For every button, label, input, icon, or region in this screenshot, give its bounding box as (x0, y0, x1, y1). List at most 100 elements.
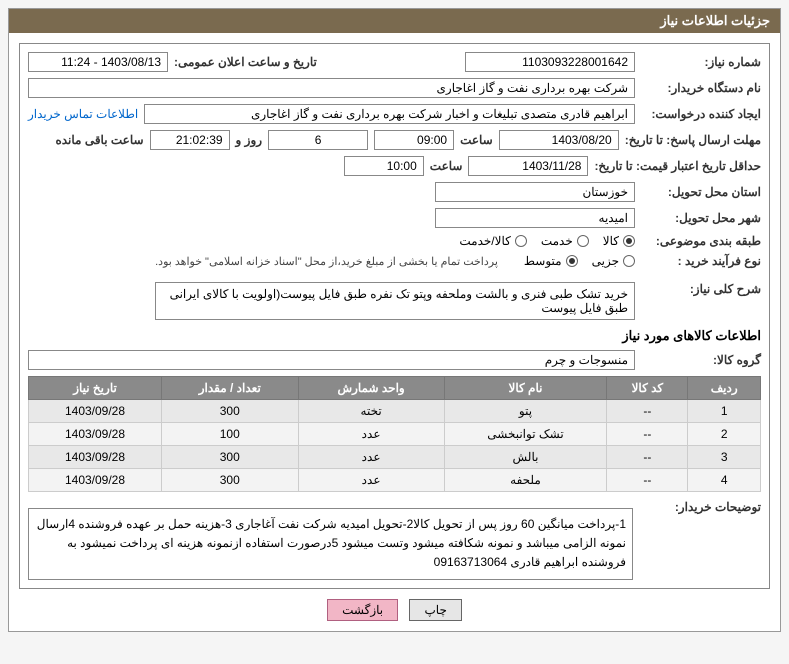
table-cell: پتو (444, 400, 607, 423)
buyer-contact-link[interactable]: اطلاعات تماس خریدار (28, 107, 138, 121)
label-category: طبقه بندی موضوعی: (641, 234, 761, 248)
table-cell: 1403/09/28 (29, 446, 162, 469)
radio-dot-icon (566, 255, 578, 267)
field-requester: ابراهیم قادری متصدی تبلیغات و اخبار شرکت… (144, 104, 635, 124)
label-buyer-notes: توضیحات خریدار: (641, 500, 761, 514)
field-reply-time: 09:00 (374, 130, 454, 150)
items-section-title: اطلاعات کالاهای مورد نیاز (28, 328, 761, 344)
row-need-number: شماره نیاز: 1103093228001642 تاریخ و ساع… (28, 52, 761, 72)
label-remaining: ساعت باقی مانده (55, 133, 143, 147)
field-reply-date: 1403/08/20 (499, 130, 619, 150)
table-cell: تخته (298, 400, 444, 423)
radio-jozi[interactable]: جزیی (592, 254, 635, 268)
label-purchase-type: نوع فرآیند خرید : (641, 254, 761, 268)
detail-panel: جزئیات اطلاعات نیاز شماره نیاز: 11030932… (8, 8, 781, 632)
radio-both[interactable]: کالا/خدمت (459, 234, 526, 248)
radio-khadamat[interactable]: خدمت (541, 234, 589, 248)
field-province: خوزستان (435, 182, 635, 202)
row-category: طبقه بندی موضوعی: کالا خدمت کالا/خدمت (28, 234, 761, 248)
table-cell: 300 (162, 446, 299, 469)
label-min-validity: حداقل تاریخ اعتبار قیمت: تا تاریخ: (594, 159, 761, 173)
treasury-note: پرداخت تمام یا بخشی از مبلغ خرید،از محل … (155, 255, 498, 268)
table-header-cell: ردیف (688, 377, 761, 400)
label-need-desc: شرح کلی نیاز: (641, 282, 761, 296)
table-cell: 3 (688, 446, 761, 469)
radio-kala[interactable]: کالا (603, 234, 635, 248)
row-buyer-notes: توضیحات خریدار: 1-پرداخت میانگین 60 روز … (28, 500, 761, 580)
purchase-radio-group: جزیی متوسط (524, 254, 635, 268)
radio-dot-icon (515, 235, 527, 247)
radio-dot-icon (623, 235, 635, 247)
radio-motavaset[interactable]: متوسط (524, 254, 578, 268)
table-header-cell: کد کالا (607, 377, 688, 400)
label-city: شهر محل تحویل: (641, 211, 761, 225)
table-header-cell: تعداد / مقدار (162, 377, 299, 400)
table-row: 2--تشک توانبخشیعدد1001403/09/28 (29, 423, 761, 446)
field-city: امیدیه (435, 208, 635, 228)
table-cell: تشک توانبخشی (444, 423, 607, 446)
row-province: استان محل تحویل: خوزستان (28, 182, 761, 202)
table-cell: 1403/09/28 (29, 423, 162, 446)
table-cell: ملحفه (444, 469, 607, 492)
row-city: شهر محل تحویل: امیدیه (28, 208, 761, 228)
print-button[interactable]: چاپ (409, 599, 461, 621)
label-hour-2: ساعت (430, 159, 463, 173)
label-province: استان محل تحویل: (641, 185, 761, 199)
table-cell: -- (607, 446, 688, 469)
field-days-left: 6 (268, 130, 368, 150)
row-need-desc: شرح کلی نیاز: خرید تشک طبی فنری و بالشت … (28, 282, 761, 320)
table-cell: 300 (162, 469, 299, 492)
row-purchase-type: نوع فرآیند خرید : جزیی متوسط پرداخت تمام… (28, 254, 761, 268)
table-cell: عدد (298, 446, 444, 469)
table-body: 1--پتوتخته3001403/09/282--تشک توانبخشیعد… (29, 400, 761, 492)
row-requester: ایجاد کننده درخواست: ابراهیم قادری متصدی… (28, 104, 761, 124)
panel-body: شماره نیاز: 1103093228001642 تاریخ و ساع… (9, 33, 780, 631)
field-need-desc: خرید تشک طبی فنری و بالشت وملحفه وپتو تک… (155, 282, 635, 320)
row-buyer-org: نام دستگاه خریدار: شرکت بهره برداری نفت … (28, 78, 761, 98)
field-validity-date: 1403/11/28 (468, 156, 588, 176)
table-cell: 2 (688, 423, 761, 446)
field-announce-dt: 1403/08/13 - 11:24 (28, 52, 168, 72)
table-cell: 4 (688, 469, 761, 492)
label-announce-dt: تاریخ و ساعت اعلان عمومی: (174, 55, 317, 69)
label-goods-group: گروه کالا: (641, 353, 761, 367)
field-validity-time: 10:00 (344, 156, 424, 176)
row-reply-deadline: مهلت ارسال پاسخ: تا تاریخ: 1403/08/20 سا… (28, 130, 761, 150)
table-cell: 1403/09/28 (29, 469, 162, 492)
table-header-row: ردیفکد کالانام کالاواحد شمارشتعداد / مقد… (29, 377, 761, 400)
field-buyer-notes: 1-پرداخت میانگین 60 روز پس از تحویل کالا… (28, 508, 633, 580)
label-hour-1: ساعت (460, 133, 493, 147)
table-header-cell: نام کالا (444, 377, 607, 400)
table-cell: 1403/09/28 (29, 400, 162, 423)
table-cell: 1 (688, 400, 761, 423)
field-buyer-org: شرکت بهره برداری نفت و گاز اغاجاری (28, 78, 635, 98)
radio-dot-icon (623, 255, 635, 267)
table-row: 1--پتوتخته3001403/09/28 (29, 400, 761, 423)
items-table: ردیفکد کالانام کالاواحد شمارشتعداد / مقد… (28, 376, 761, 492)
row-validity: حداقل تاریخ اعتبار قیمت: تا تاریخ: 1403/… (28, 156, 761, 176)
radio-dot-icon (577, 235, 589, 247)
button-row: چاپ بازگشت (19, 599, 770, 621)
table-cell: -- (607, 469, 688, 492)
table-cell: -- (607, 400, 688, 423)
field-need-no: 1103093228001642 (465, 52, 635, 72)
table-header-cell: تاریخ نیاز (29, 377, 162, 400)
field-goods-group: منسوجات و چرم (28, 350, 635, 370)
label-days-and: روز و (236, 133, 263, 147)
table-cell: 100 (162, 423, 299, 446)
table-row: 3--بالشعدد3001403/09/28 (29, 446, 761, 469)
label-requester: ایجاد کننده درخواست: (641, 107, 761, 121)
category-radio-group: کالا خدمت کالا/خدمت (459, 234, 635, 248)
table-cell: بالش (444, 446, 607, 469)
table-header-cell: واحد شمارش (298, 377, 444, 400)
table-cell: 300 (162, 400, 299, 423)
table-cell: عدد (298, 469, 444, 492)
table-cell: -- (607, 423, 688, 446)
form-container: شماره نیاز: 1103093228001642 تاریخ و ساع… (19, 43, 770, 589)
field-countdown: 21:02:39 (150, 130, 230, 150)
panel-title: جزئیات اطلاعات نیاز (9, 9, 780, 33)
back-button[interactable]: بازگشت (327, 599, 398, 621)
label-reply-deadline: مهلت ارسال پاسخ: تا تاریخ: (625, 133, 761, 147)
row-goods-group: گروه کالا: منسوجات و چرم (28, 350, 761, 370)
table-cell: عدد (298, 423, 444, 446)
